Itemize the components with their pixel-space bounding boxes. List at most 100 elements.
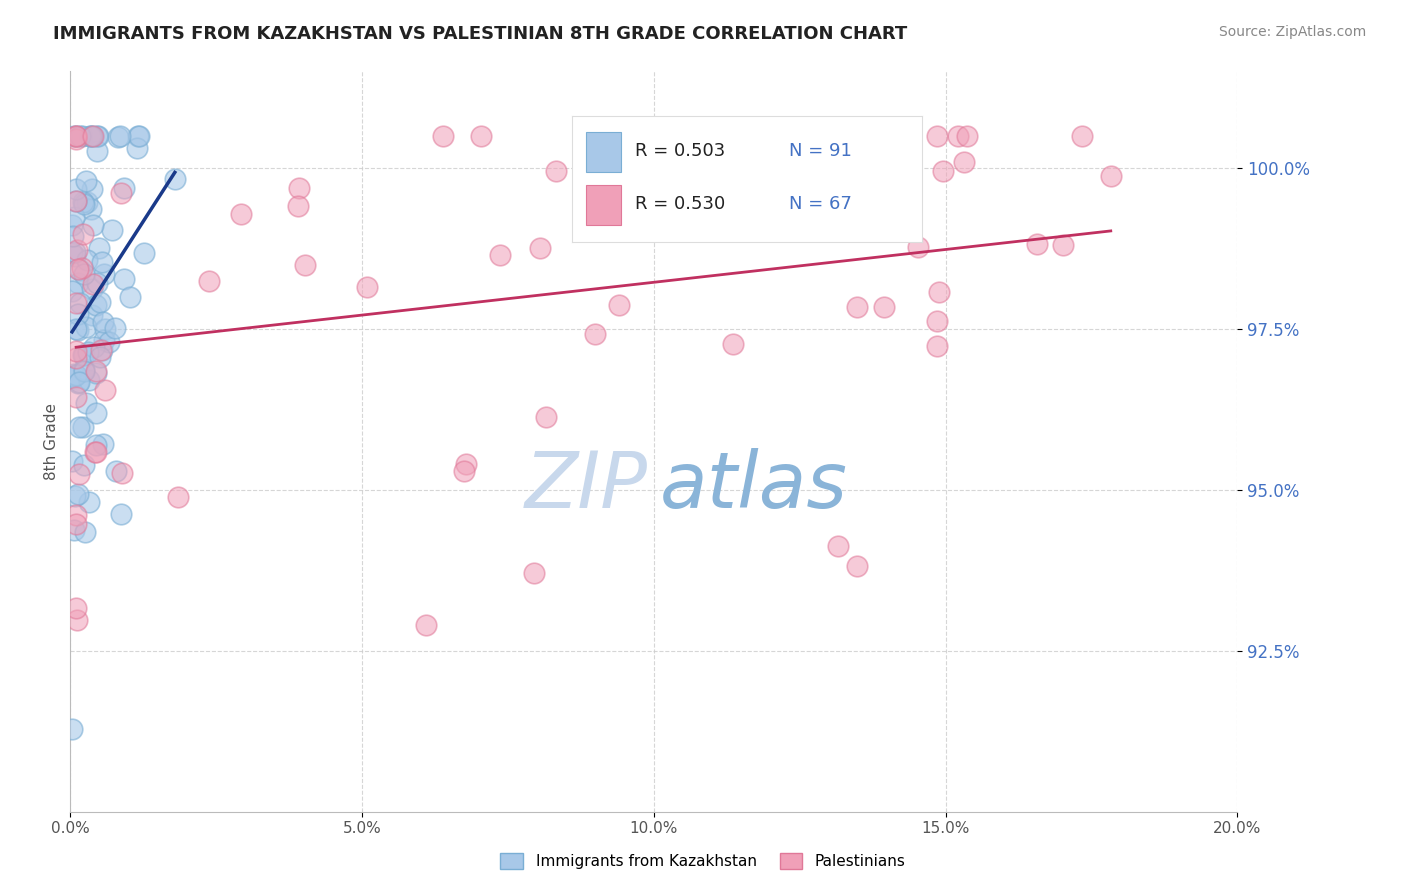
Point — [118, 290, 141, 304]
Point — [69, 296, 91, 310]
Point — [80, 182, 103, 196]
Point — [86, 145, 108, 159]
Point — [846, 300, 869, 314]
Point — [114, 181, 136, 195]
Point — [89, 350, 111, 364]
Point — [80, 202, 103, 216]
Point — [84, 298, 107, 312]
Point — [63, 249, 86, 263]
Point — [77, 373, 100, 387]
Point — [84, 438, 107, 452]
Point — [896, 128, 918, 143]
Point — [907, 240, 929, 254]
Point — [73, 267, 96, 281]
Point — [60, 219, 83, 233]
Point — [69, 128, 91, 143]
Point — [79, 128, 101, 143]
Point — [125, 141, 148, 155]
Point — [65, 132, 87, 146]
Point — [60, 284, 83, 298]
Point — [60, 722, 83, 736]
Point — [65, 390, 87, 404]
Point — [66, 376, 89, 390]
Point — [84, 364, 107, 378]
Point — [72, 420, 94, 434]
Point — [65, 351, 87, 366]
Point — [87, 241, 110, 255]
Point — [93, 383, 115, 397]
Point — [65, 128, 87, 143]
Point — [60, 246, 83, 260]
Point — [84, 445, 107, 459]
Point — [65, 194, 87, 208]
Point — [529, 241, 551, 255]
Point — [73, 364, 96, 378]
Text: atlas: atlas — [659, 448, 848, 524]
Point — [583, 327, 606, 342]
Point — [80, 128, 103, 143]
Point — [63, 368, 86, 383]
Point — [453, 463, 475, 477]
Point — [75, 319, 97, 334]
Point — [127, 128, 149, 143]
Point — [80, 282, 103, 296]
Point — [523, 566, 546, 581]
Point — [73, 524, 96, 539]
Point — [1071, 128, 1094, 143]
Point — [1025, 237, 1047, 252]
Point — [166, 490, 188, 504]
Point — [65, 368, 87, 382]
Point — [356, 280, 378, 294]
Point — [62, 228, 84, 243]
Point — [107, 130, 129, 145]
Point — [111, 467, 134, 481]
Point — [67, 307, 90, 321]
Point — [925, 339, 948, 353]
Point — [198, 274, 221, 288]
Text: IMMIGRANTS FROM KAZAKHSTAN VS PALESTINIAN 8TH GRADE CORRELATION CHART: IMMIGRANTS FROM KAZAKHSTAN VS PALESTINIA… — [53, 25, 908, 43]
Point — [65, 508, 87, 523]
Point — [73, 196, 96, 211]
Point — [60, 454, 83, 468]
Point — [63, 211, 86, 225]
Point — [873, 300, 896, 314]
Point — [163, 172, 186, 186]
Point — [66, 243, 89, 257]
Point — [1099, 169, 1122, 183]
Point — [932, 164, 955, 178]
Point — [678, 165, 700, 179]
Point — [134, 246, 156, 260]
Point — [534, 410, 557, 425]
Point — [62, 523, 84, 537]
Point — [91, 343, 114, 358]
Point — [91, 316, 114, 330]
Point — [62, 370, 84, 384]
Point — [927, 313, 949, 327]
Point — [97, 335, 120, 350]
Point — [721, 337, 744, 351]
Point — [67, 276, 90, 290]
Point — [72, 348, 94, 362]
Point — [65, 322, 87, 336]
Point — [101, 223, 124, 237]
Point — [86, 367, 108, 381]
Point — [82, 128, 104, 143]
Point — [75, 396, 97, 410]
Point — [75, 174, 97, 188]
Point — [65, 295, 87, 310]
Point — [65, 128, 87, 143]
Point — [66, 486, 89, 500]
Point — [66, 613, 89, 627]
Point — [86, 276, 108, 290]
Point — [84, 444, 107, 458]
Point — [63, 245, 86, 260]
Point — [63, 128, 86, 143]
Point — [827, 539, 849, 553]
Point — [76, 252, 98, 267]
Point — [104, 321, 127, 335]
Legend: Immigrants from Kazakhstan, Palestinians: Immigrants from Kazakhstan, Palestinians — [495, 847, 911, 875]
Point — [128, 128, 150, 143]
Y-axis label: 8th Grade: 8th Grade — [44, 403, 59, 480]
Point — [70, 261, 93, 276]
Point — [287, 181, 309, 195]
